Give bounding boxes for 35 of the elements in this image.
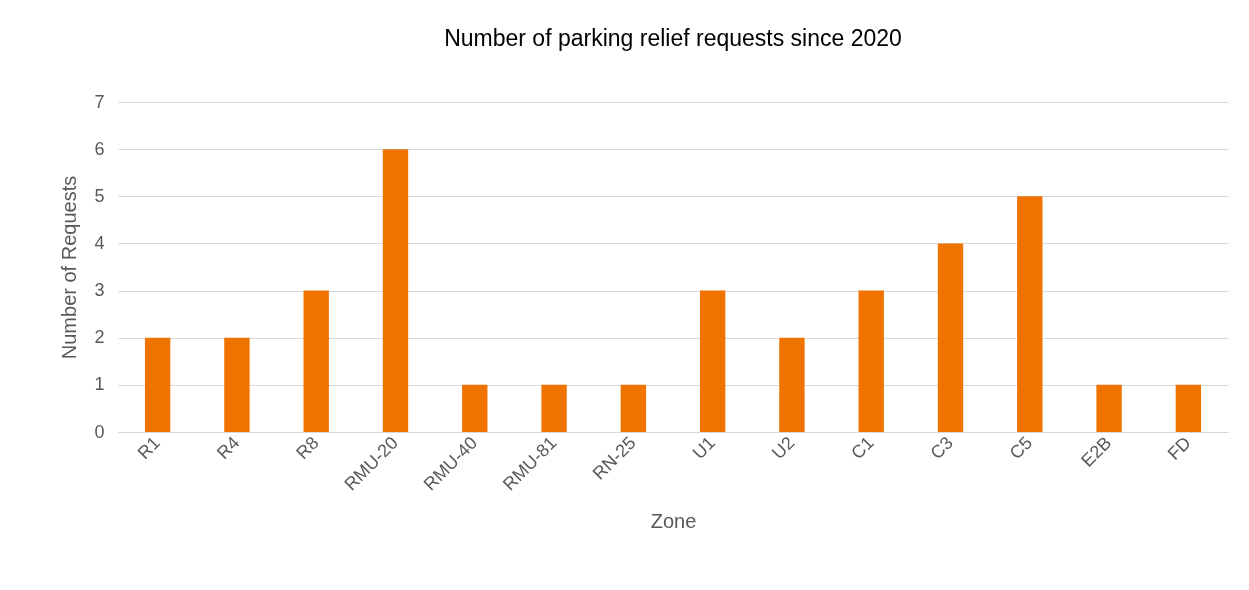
- bar: [144, 337, 171, 432]
- y-tick-label: 1: [94, 374, 105, 395]
- x-tick-label: FD: [1163, 432, 1195, 464]
- x-tick-label: C1: [847, 432, 878, 464]
- bar: [1175, 384, 1202, 432]
- bar: [1017, 196, 1043, 432]
- x-tick-label: C3: [926, 432, 957, 464]
- bar: [382, 149, 409, 432]
- bar: [303, 290, 329, 432]
- y-tick-label: 7: [94, 91, 105, 112]
- bar: [1096, 384, 1122, 432]
- x-axis-title: Zone: [650, 510, 697, 533]
- y-tick-label: 0: [94, 421, 105, 442]
- x-tick-label: R1: [133, 432, 165, 464]
- x-tick-label: U2: [767, 432, 799, 464]
- bar: [858, 290, 884, 432]
- bar: [699, 290, 726, 432]
- bar: [937, 243, 964, 432]
- chart-title: Number of parking relief requests since 2020: [444, 25, 902, 51]
- y-tick-label: 3: [94, 280, 105, 301]
- x-tick-label: C5: [1005, 432, 1037, 464]
- bar: [779, 337, 805, 432]
- bar: [462, 384, 488, 432]
- y-tick-label: 5: [94, 185, 105, 206]
- x-tick-label: R4: [212, 432, 244, 464]
- x-tick-label: R8: [292, 432, 323, 464]
- y-tick-label: 4: [94, 232, 105, 253]
- x-tick-label: U1: [688, 432, 720, 464]
- bar: [620, 384, 647, 432]
- bar: [224, 337, 250, 432]
- x-tick-label: E2B: [1077, 432, 1116, 471]
- y-axis-title: Number of Requests: [58, 175, 81, 360]
- y-tick-label: 6: [94, 138, 105, 159]
- bar: [541, 384, 567, 432]
- y-tick-label: 2: [94, 327, 105, 348]
